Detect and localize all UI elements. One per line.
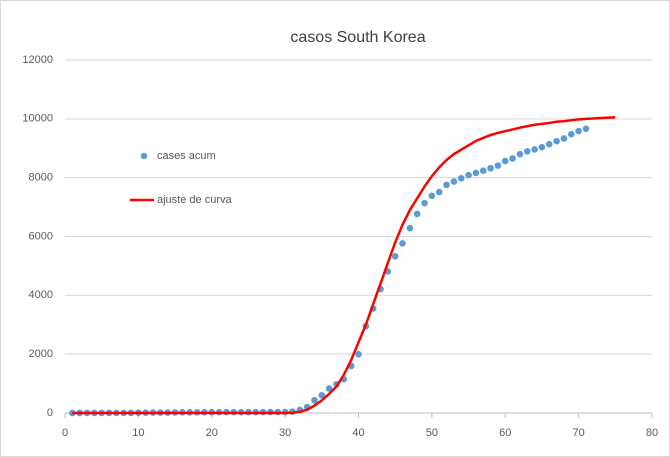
x-tick-label: 0 [62,427,68,439]
data-point [560,135,568,142]
data-point [479,167,487,175]
data-point [391,252,399,260]
data-point [413,210,421,218]
data-point [575,127,582,135]
data-point [399,240,406,247]
data-point [406,224,414,232]
data-point [428,192,436,200]
y-tick-label: 10000 [22,113,53,125]
data-point [355,350,362,358]
data-point [553,137,560,145]
data-point [311,396,318,404]
data-point [325,385,333,392]
data-point [523,147,531,155]
legend-marker [140,152,148,160]
x-tick-label: 50 [426,427,438,439]
data-point [501,157,509,165]
data-point [531,146,538,153]
data-point [567,130,575,138]
data-point [516,150,524,158]
legend-label: ajuste de curva [157,194,232,206]
data-point [421,199,428,207]
x-tick-label: 30 [279,427,291,439]
data-point [487,164,494,172]
data-point [435,188,443,196]
data-point [494,162,502,169]
data-point [582,125,590,133]
data-point [457,174,465,182]
x-tick-label: 20 [206,427,218,439]
y-tick-label: 8000 [29,172,53,184]
data-point [450,178,458,185]
y-tick-label: 4000 [29,289,53,301]
data-point [69,409,76,417]
y-tick-label: 12000 [22,54,53,66]
x-tick-label: 80 [646,427,658,439]
data-point [545,140,553,148]
y-tick-label: 6000 [29,230,53,242]
x-tick-label: 40 [352,427,364,439]
data-point [318,391,326,399]
data-point [465,171,472,179]
data-point [509,155,516,162]
fit-line [72,116,616,415]
x-tick-label: 60 [499,427,511,439]
data-point [443,181,450,189]
chart-title: casos South Korea [290,29,425,46]
x-tick-label: 70 [573,427,585,439]
y-tick-label: 0 [47,407,53,419]
data-point [472,169,480,177]
y-tick-label: 2000 [29,348,53,360]
x-tick-label: 10 [132,427,144,439]
data-point [538,143,546,151]
legend-label: cases acum [157,150,216,162]
